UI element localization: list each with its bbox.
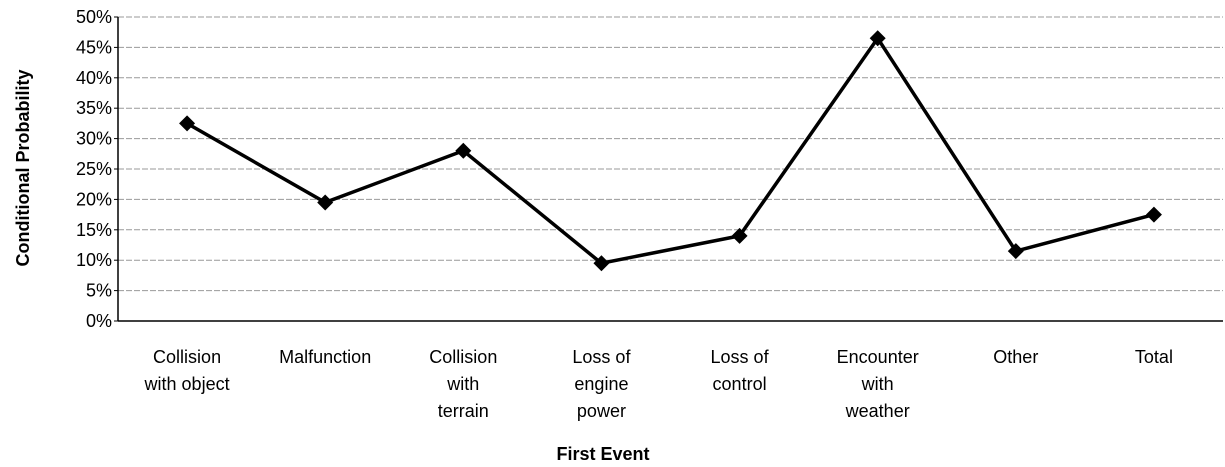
y-tick-label: 30%	[76, 129, 112, 149]
x-tick-label-line: Collision	[153, 347, 221, 367]
marker	[1145, 206, 1162, 223]
y-tick-label: 10%	[76, 250, 112, 270]
x-tick-label-line: Total	[1135, 347, 1173, 367]
x-tick-label-line: with	[446, 374, 479, 394]
marker	[317, 194, 334, 211]
y-tick-label: 50%	[76, 7, 112, 27]
y-tick-label: 5%	[86, 281, 112, 301]
x-axis-label: First Event	[556, 444, 649, 464]
y-tick-label: 15%	[76, 220, 112, 240]
x-tick-label-line: weather	[845, 401, 910, 421]
y-tick-label: 25%	[76, 159, 112, 179]
x-tick-label: Collision with terrain	[429, 347, 497, 421]
y-tick-label: 35%	[76, 98, 112, 118]
x-tick-label: Collision with object	[144, 347, 230, 394]
x-tick-label: Total	[1135, 347, 1173, 367]
x-tick-label-line: Loss of	[572, 347, 631, 367]
x-tick-label: Loss of engine power	[572, 347, 631, 421]
marker	[1007, 243, 1024, 260]
marker	[869, 30, 886, 47]
line	[186, 35, 1155, 266]
y-axis-label: Conditional Probability	[13, 70, 33, 267]
x-tick-label-line: Collision	[429, 347, 497, 367]
x-tick-label-line: terrain	[438, 401, 489, 421]
x-tick-label: Encounter with weather	[837, 347, 919, 421]
x-tick-label-line: Encounter	[837, 347, 919, 367]
x-tick-label-line: engine	[574, 374, 628, 394]
x-tick-label-line: power	[577, 401, 626, 421]
x-tick-label: Other	[993, 347, 1038, 367]
x-tick-label: Loss of control	[711, 347, 770, 394]
marker	[455, 142, 472, 159]
marker	[593, 255, 610, 272]
x-tick-label-line: with	[861, 374, 894, 394]
y-tick-label: 0%	[86, 311, 112, 331]
x-tick-label-line: Malfunction	[279, 347, 371, 367]
y-tick-label: 40%	[76, 68, 112, 88]
x-tick-label-line: Loss of	[711, 347, 770, 367]
y-tick-label: 20%	[76, 189, 112, 209]
marker	[731, 227, 748, 244]
x-tick-label-line: control	[713, 374, 767, 394]
x-tick-label-line: with object	[144, 374, 230, 394]
marker	[179, 115, 196, 132]
x-tick-label-line: Other	[993, 347, 1038, 367]
y-tick-label: 45%	[76, 37, 112, 57]
x-tick-label: Malfunction	[279, 347, 371, 367]
